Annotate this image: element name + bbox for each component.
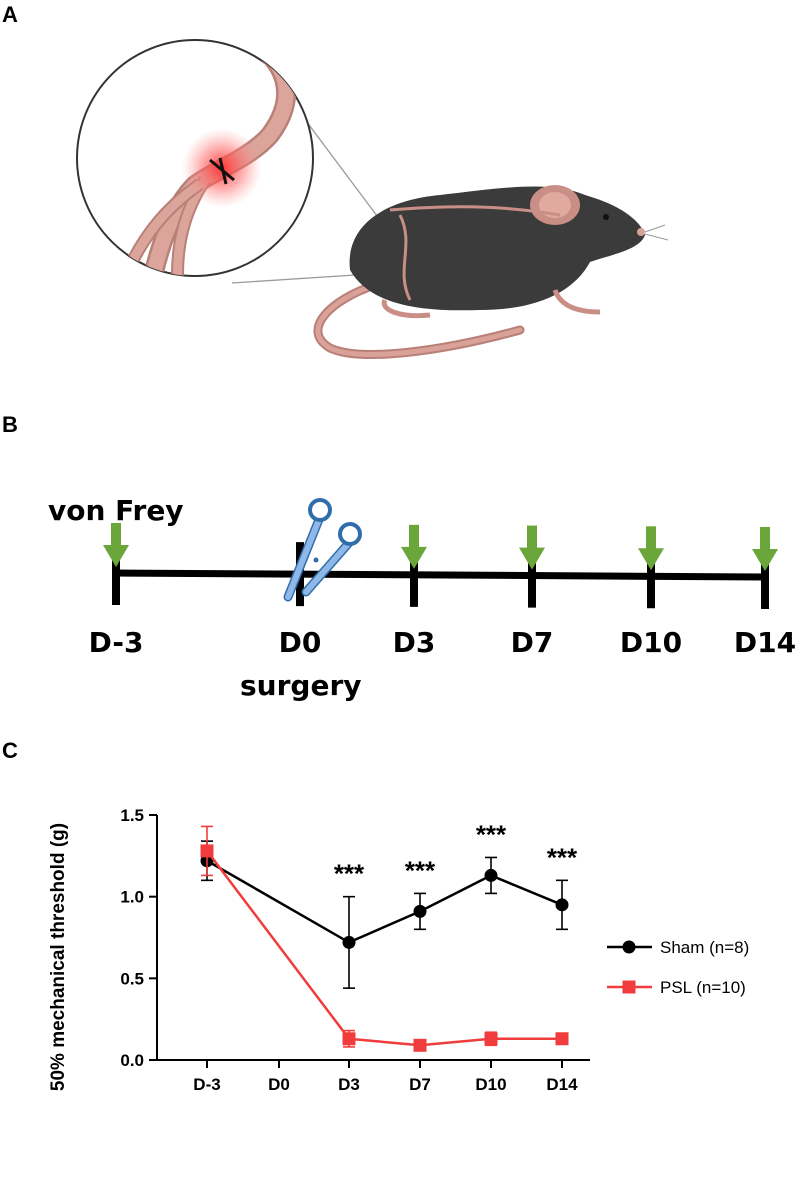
von-frey-arrow-icon <box>638 526 664 571</box>
von-frey-arrow-icon <box>103 523 129 568</box>
legend-label: Sham (n=8) <box>660 938 749 957</box>
von-frey-arrow-icon <box>519 525 545 570</box>
scissors-icon <box>283 498 362 602</box>
psl-data-point <box>555 1032 569 1046</box>
sham-data-point <box>342 935 356 949</box>
panel-label-a: A <box>2 2 18 27</box>
timeline-day-label: D14 <box>734 626 796 659</box>
sham-data-point <box>555 898 569 912</box>
mouse-torso <box>349 186 645 311</box>
psl-series-line <box>206 850 562 1047</box>
timeline-day-label: D7 <box>511 626 554 659</box>
von-frey-arrow-icon <box>401 524 427 569</box>
x-tick-label: D3 <box>338 1075 360 1094</box>
timeline-day-label: D-3 <box>89 626 144 659</box>
y-tick-label: 0.0 <box>120 1051 144 1070</box>
timeline-day-label: D0 <box>279 626 322 659</box>
mouse-eye <box>603 214 609 220</box>
legend-marker <box>622 940 636 954</box>
y-tick-label: 1.5 <box>120 806 144 825</box>
mouse-nose <box>637 228 645 236</box>
significance-annotation: *** <box>476 819 507 849</box>
threshold-line-chart: 50% mechanical threshold (g) 0.0 0.5 1.0 1.… <box>48 806 749 1094</box>
y-tick-label: 0.5 <box>120 969 144 988</box>
mouse-nerve-illustration <box>76 39 669 359</box>
psl-data-point <box>413 1038 427 1052</box>
x-tick-label: D-3 <box>193 1075 220 1094</box>
von-frey-label: von Frey <box>48 494 184 527</box>
x-tick-label: D0 <box>268 1075 290 1094</box>
mouse-hind-paw <box>381 298 431 319</box>
legend-marker <box>622 980 636 994</box>
significance-annotation: *** <box>547 842 578 872</box>
sham-data-point <box>484 868 498 882</box>
mouse-body <box>313 185 669 359</box>
psl-data-point <box>200 844 214 858</box>
mouse-front-paw <box>552 289 601 315</box>
zoom-line-bottom <box>231 274 356 284</box>
x-tick-label: D14 <box>546 1075 578 1094</box>
panel-label-c: C <box>2 738 18 763</box>
x-tick-label: D10 <box>475 1075 506 1094</box>
legend-label: PSL (n=10) <box>660 978 746 997</box>
sham-data-point <box>413 904 427 918</box>
psl-data-point <box>342 1032 356 1046</box>
experiment-timeline: von Frey D-3 D0 D3 D7 D10 D14 surgery <box>48 494 796 702</box>
y-axis-label: 50% mechanical threshold (g) <box>48 823 69 1091</box>
von-frey-arrow-icon <box>752 527 778 571</box>
spinal-nerve <box>389 205 561 217</box>
significance-annotation: *** <box>405 855 436 885</box>
panel-label-b: B <box>2 412 18 437</box>
y-tick-label: 1.0 <box>120 888 144 907</box>
timeline-axis <box>114 569 766 581</box>
x-tick-label: D7 <box>409 1075 431 1094</box>
significance-annotation: *** <box>334 859 365 889</box>
sham-series-line <box>206 859 563 944</box>
timeline-day-label: D10 <box>620 626 682 659</box>
timeline-day-label: D3 <box>393 626 436 659</box>
psl-data-point <box>484 1032 498 1046</box>
legend-item: PSL (n=10) <box>607 978 746 997</box>
legend-item: Sham (n=8) <box>607 938 749 957</box>
surgery-label: surgery <box>240 669 362 702</box>
